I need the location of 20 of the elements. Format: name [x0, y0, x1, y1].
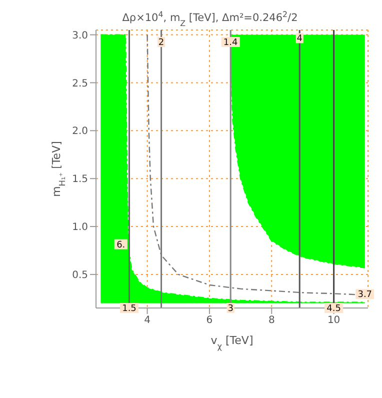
annotation: 4.5	[326, 304, 341, 314]
annotation: 3.7	[358, 290, 372, 300]
x-tick-label: 10	[327, 315, 340, 326]
x-tick-label: 8	[268, 315, 275, 326]
x-tick-label: 6	[206, 315, 213, 326]
y-tick-label: 2.0	[72, 126, 88, 138]
chart-title: Δρ×10$^{4}$, m$_{Z}$ [TeV], Δm²=0.246$^{2}$/2	[122, 10, 298, 28]
annotation: 3	[228, 304, 234, 314]
x-axis-title: v$_{χ}$ [TeV]	[210, 334, 254, 351]
x-tick-label: 4	[144, 315, 150, 326]
y-tick-label: 1.5	[72, 174, 88, 186]
y-tick-label: 3.0	[72, 30, 88, 42]
annotation: 1.5	[122, 304, 136, 314]
annotation: 1.4	[223, 38, 238, 48]
y-tick-label: 2.5	[72, 78, 88, 90]
y-tick-label: 1.0	[72, 222, 88, 234]
y-tick-label: 0.5	[72, 270, 88, 281]
annotation: 6.	[116, 240, 126, 250]
annotation: 2	[158, 38, 164, 48]
annotation: 4	[296, 34, 303, 44]
